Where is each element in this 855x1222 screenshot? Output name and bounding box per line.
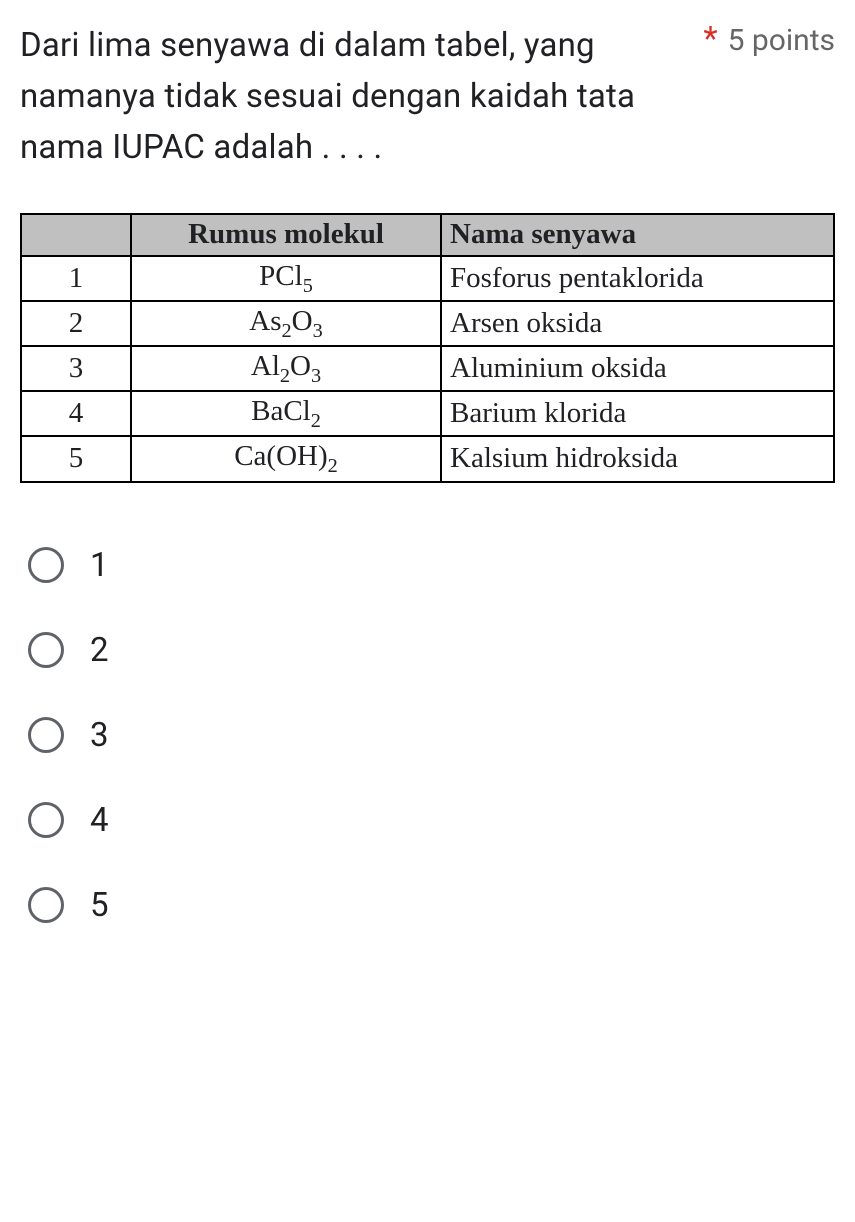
option-label: 5: [90, 886, 109, 925]
table-row: 5 Ca(OH)2 Kalsium hidroksida: [21, 436, 834, 481]
row-name: Aluminium oksida: [441, 346, 834, 391]
radio-icon: [28, 632, 64, 668]
radio-icon: [28, 547, 64, 583]
table-header-index: [21, 214, 131, 255]
option-label: 3: [90, 716, 109, 755]
option-label: 2: [90, 631, 109, 670]
row-name: Kalsium hidroksida: [441, 436, 834, 481]
option-5[interactable]: 5: [20, 863, 835, 948]
option-label: 1: [90, 546, 109, 585]
options-group: 1 2 3 4 5: [20, 523, 835, 948]
table-header-row: Rumus molekul Nama senyawa: [21, 214, 834, 255]
row-index: 2: [21, 301, 131, 346]
radio-icon: [28, 887, 64, 923]
option-1[interactable]: 1: [20, 523, 835, 608]
option-4[interactable]: 4: [20, 778, 835, 863]
row-index: 3: [21, 346, 131, 391]
table-header-formula: Rumus molekul: [131, 214, 441, 255]
radio-icon: [28, 802, 64, 838]
row-formula: Ca(OH)2: [131, 436, 441, 481]
table-header-name: Nama senyawa: [441, 214, 834, 255]
row-name: Barium klorida: [441, 391, 834, 436]
compound-table: Rumus molekul Nama senyawa 1 PCl5 Fosfor…: [20, 213, 835, 482]
row-index: 1: [21, 256, 131, 301]
row-formula: BaCl2: [131, 391, 441, 436]
radio-icon: [28, 717, 64, 753]
option-3[interactable]: 3: [20, 693, 835, 778]
question-text: Dari lima senyawa di dalam tabel, yang n…: [20, 20, 683, 173]
row-name: Fosforus pentaklorida: [441, 256, 834, 301]
table-row: 2 As2O3 Arsen oksida: [21, 301, 834, 346]
table-body: 1 PCl5 Fosforus pentaklorida 2 As2O3 Ars…: [21, 256, 834, 482]
points-label: 5 points: [728, 23, 835, 58]
row-index: 4: [21, 391, 131, 436]
table-row: 3 Al2O3 Aluminium oksida: [21, 346, 834, 391]
row-formula: PCl5: [131, 256, 441, 301]
required-asterisk-icon: *: [703, 20, 717, 59]
row-formula: As2O3: [131, 301, 441, 346]
option-label: 4: [90, 801, 109, 840]
row-index: 5: [21, 436, 131, 481]
table-row: 1 PCl5 Fosforus pentaklorida: [21, 256, 834, 301]
table-row: 4 BaCl2 Barium klorida: [21, 391, 834, 436]
points-area: * 5 points: [703, 20, 835, 59]
row-formula: Al2O3: [131, 346, 441, 391]
row-name: Arsen oksida: [441, 301, 834, 346]
option-2[interactable]: 2: [20, 608, 835, 693]
question-header: Dari lima senyawa di dalam tabel, yang n…: [20, 20, 835, 173]
